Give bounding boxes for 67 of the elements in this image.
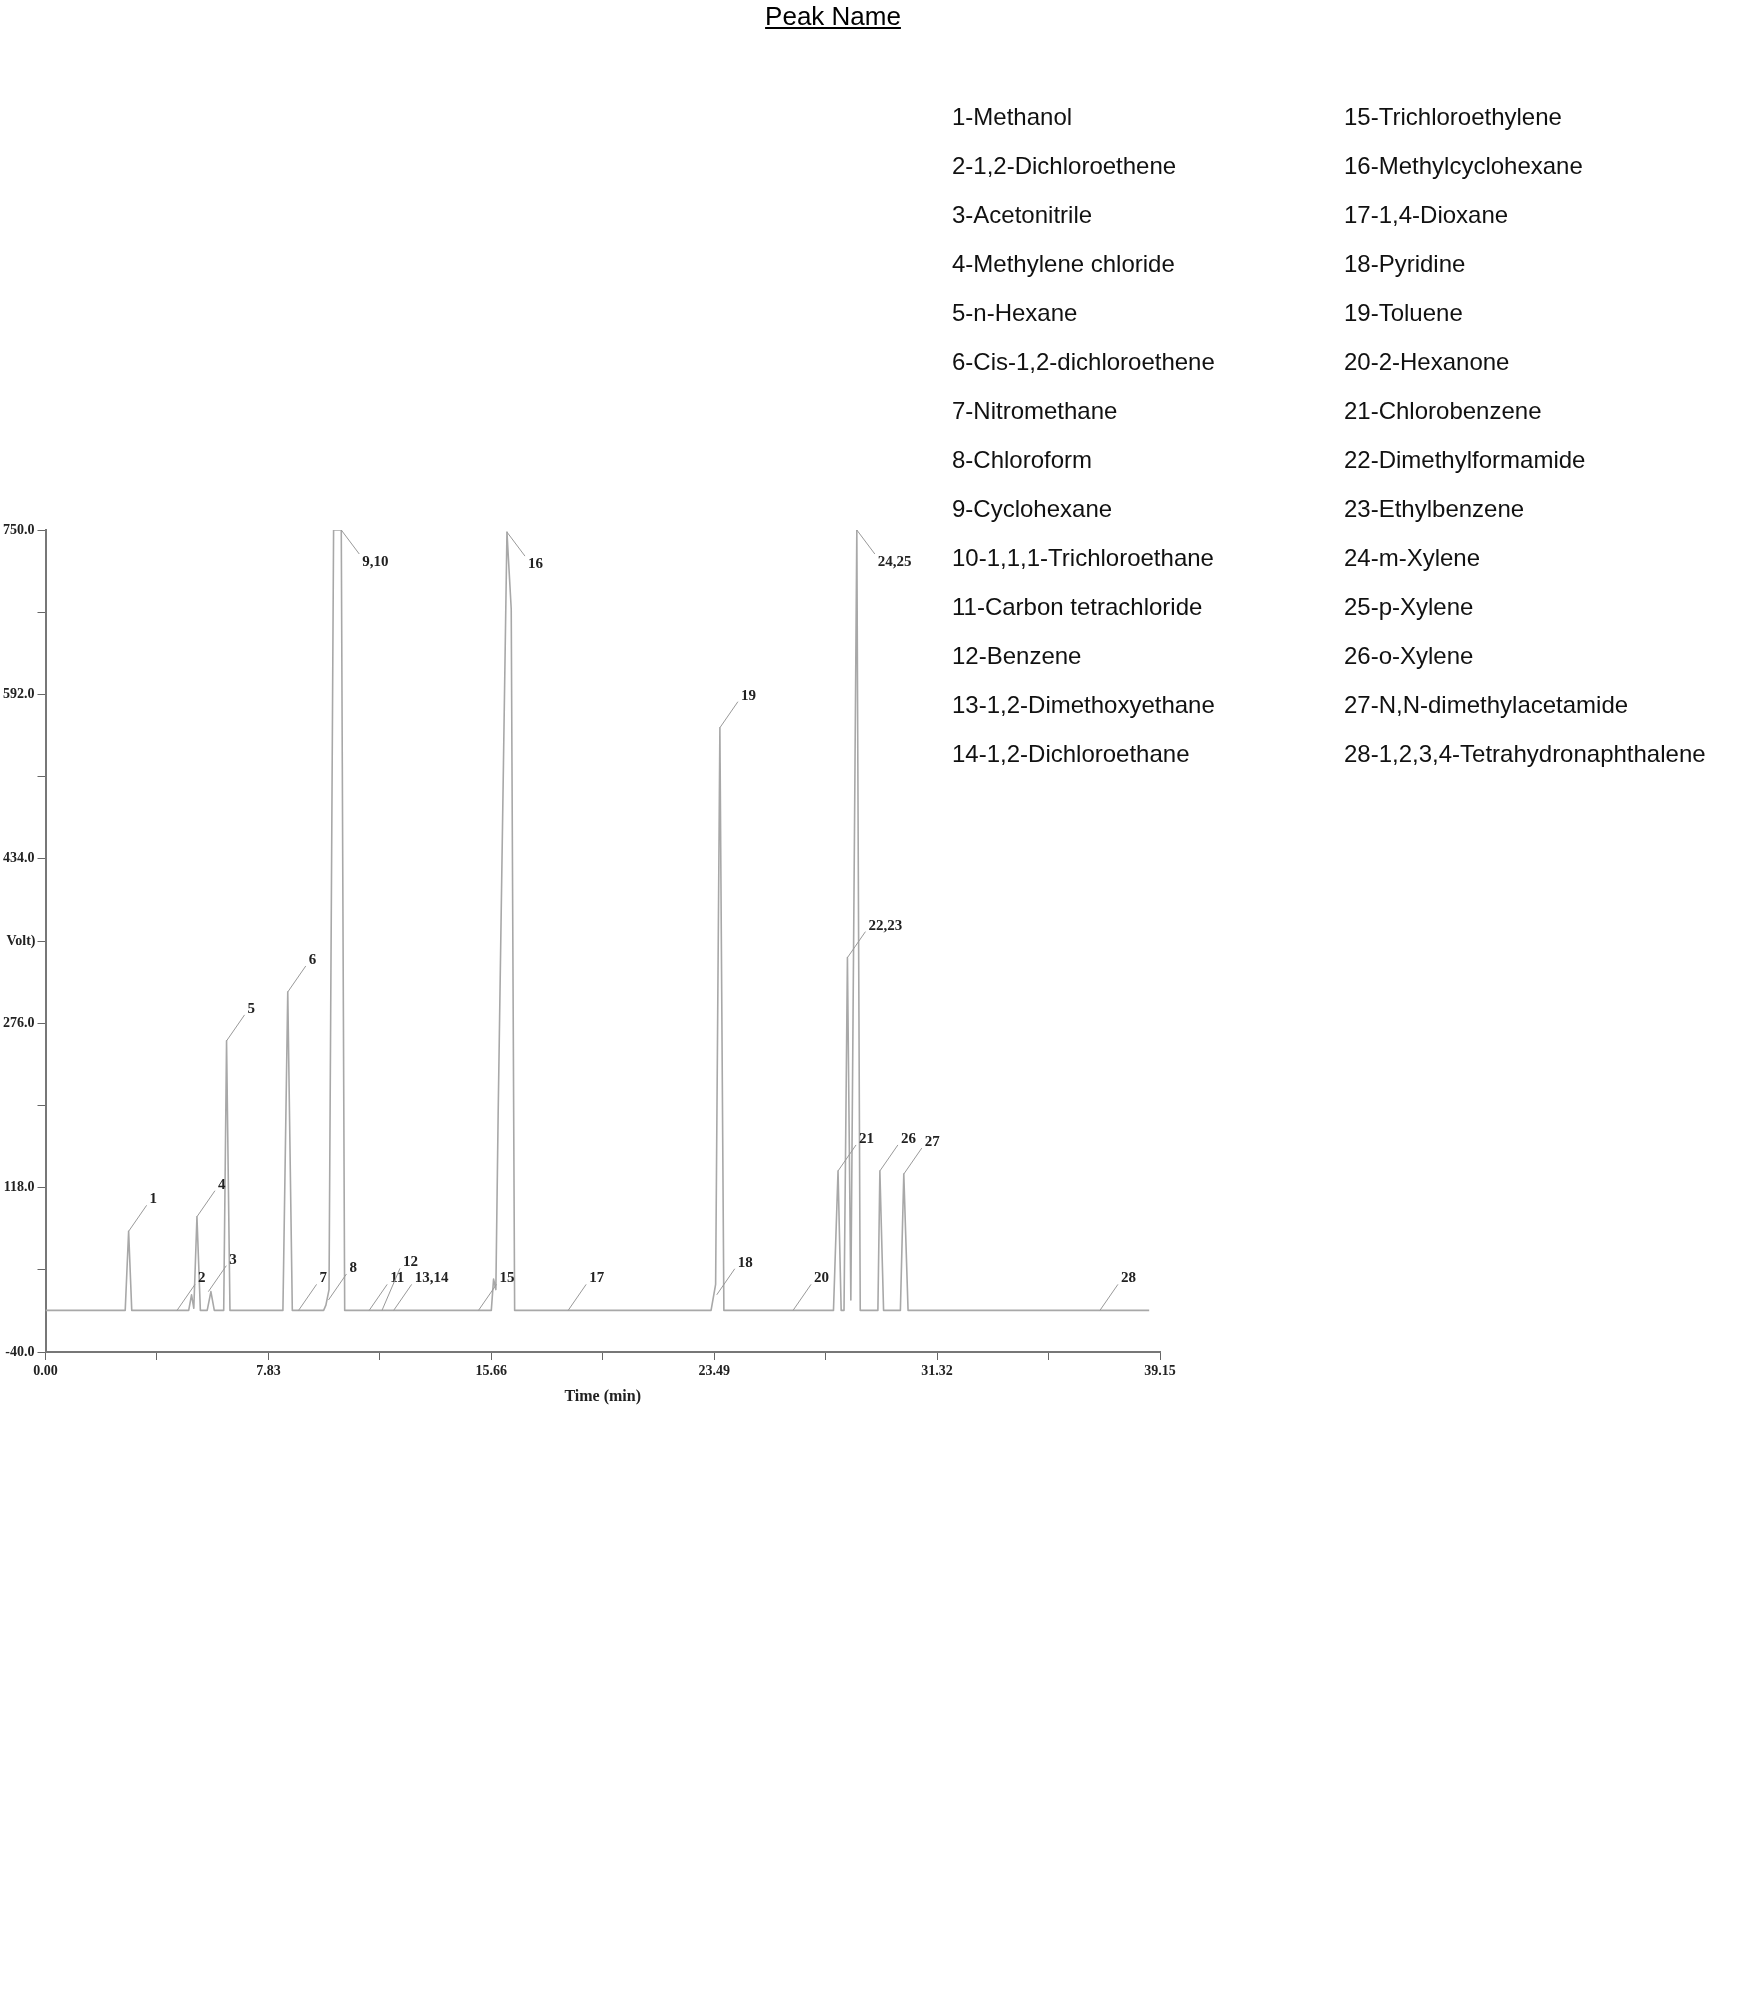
text: 27-N,N-dimethylacetamide — [1344, 690, 1630, 720]
text: 16-Methylcyclohexane — [1344, 151, 1584, 181]
text: 6-Cis-1,2-dichloroethene — [952, 347, 1216, 377]
y-axis-title: Volt) — [6, 932, 36, 949]
annotation: 11-Carbon tetrachloride — [952, 592, 1204, 622]
y-tick-label: 434.0 — [3, 850, 35, 866]
text: 5-n-Hexane — [952, 298, 1079, 328]
annotation: 12 — [402, 1253, 418, 1270]
x-tick-label: 0.00 — [33, 1363, 58, 1379]
text: 19-Toluene — [1344, 298, 1464, 328]
annotation: 17 — [589, 1269, 605, 1286]
annotation: 18 — [737, 1253, 753, 1270]
annotation: 14-1,2-Dichloroethane — [952, 739, 1191, 769]
annotation: 1 — [149, 1190, 158, 1207]
x-axis-title: Time (min) — [564, 1386, 642, 1405]
annotation: 20 — [814, 1269, 830, 1286]
y-tick-label: 592.0 — [3, 686, 35, 702]
text: 21-Chlorobenzene — [1344, 396, 1543, 426]
annotation: 28 — [1120, 1269, 1136, 1286]
annotation: 10-1,1,1-Trichloroethane — [952, 543, 1215, 573]
text: 15-Trichloroethylene — [1344, 102, 1563, 132]
text: 24-m-Xylene — [1344, 543, 1482, 573]
text: 7-Nitromethane — [952, 396, 1119, 426]
x-tick-label: 23.49 — [698, 1363, 730, 1379]
x-tick-label: 15.66 — [475, 1363, 508, 1379]
annotation: 13,14 — [414, 1269, 449, 1286]
text: 3-Acetonitrile — [952, 200, 1094, 230]
annotation: 3 — [229, 1250, 237, 1267]
annotation: 24,25 — [877, 553, 912, 569]
annotation: 2 — [198, 1269, 206, 1286]
annotation: 5 — [247, 999, 256, 1016]
text: 26-o-Xylene — [1344, 641, 1475, 671]
text: 2-1,2-Dichloroethene — [952, 151, 1178, 181]
text: 28-1,2,3,4-Tetrahydronaphthalene — [1344, 739, 1707, 769]
y-tick-label: 750.0 — [3, 521, 35, 537]
annotation: 9,10 — [362, 553, 389, 569]
annotation: 27 — [924, 1133, 941, 1150]
text: 9-Cyclohexane — [952, 494, 1114, 524]
y-tick-label: -40.0 — [5, 1343, 35, 1359]
annotation: 16 — [527, 555, 544, 572]
annotation: 6 — [308, 950, 317, 967]
annotation: 13-1,2-Dimethoxyethane — [952, 690, 1216, 720]
text: 22-Dimethylformamide — [1344, 445, 1587, 475]
text: 23-Ethylbenzene — [1344, 494, 1526, 524]
text: 8-Chloroform — [952, 445, 1094, 475]
annotation: 15 — [499, 1269, 515, 1286]
text: 4-Methylene chloride — [952, 249, 1176, 279]
text: 20-2-Hexanone — [1344, 347, 1511, 377]
y-tick-label: 276.0 — [3, 1014, 35, 1030]
y-tick-label: 118.0 — [3, 1179, 35, 1195]
x-tick-label: 39.15 — [1144, 1363, 1176, 1379]
annotation: 22,23 — [868, 916, 903, 933]
annotation: 4 — [217, 1175, 226, 1192]
annotation: 11 — [390, 1269, 405, 1286]
text: 25-p-Xylene — [1344, 592, 1475, 622]
x-tick-label: 7.83 — [256, 1363, 281, 1379]
annotation: 12-Benzene — [952, 641, 1083, 671]
text: 18-Pyridine — [1344, 249, 1467, 279]
text: 17-1,4-Dioxane — [1344, 200, 1510, 230]
x-tick-label: 31.32 — [921, 1363, 953, 1379]
text: 1-Methanol — [952, 102, 1074, 132]
annotation: 21 — [859, 1129, 875, 1146]
annotation: 19 — [740, 686, 756, 703]
annotation: 8 — [349, 1258, 357, 1275]
annotation: 26 — [900, 1129, 917, 1146]
annotation: 7 — [319, 1269, 328, 1286]
chart-title: Peak Name — [764, 0, 902, 32]
